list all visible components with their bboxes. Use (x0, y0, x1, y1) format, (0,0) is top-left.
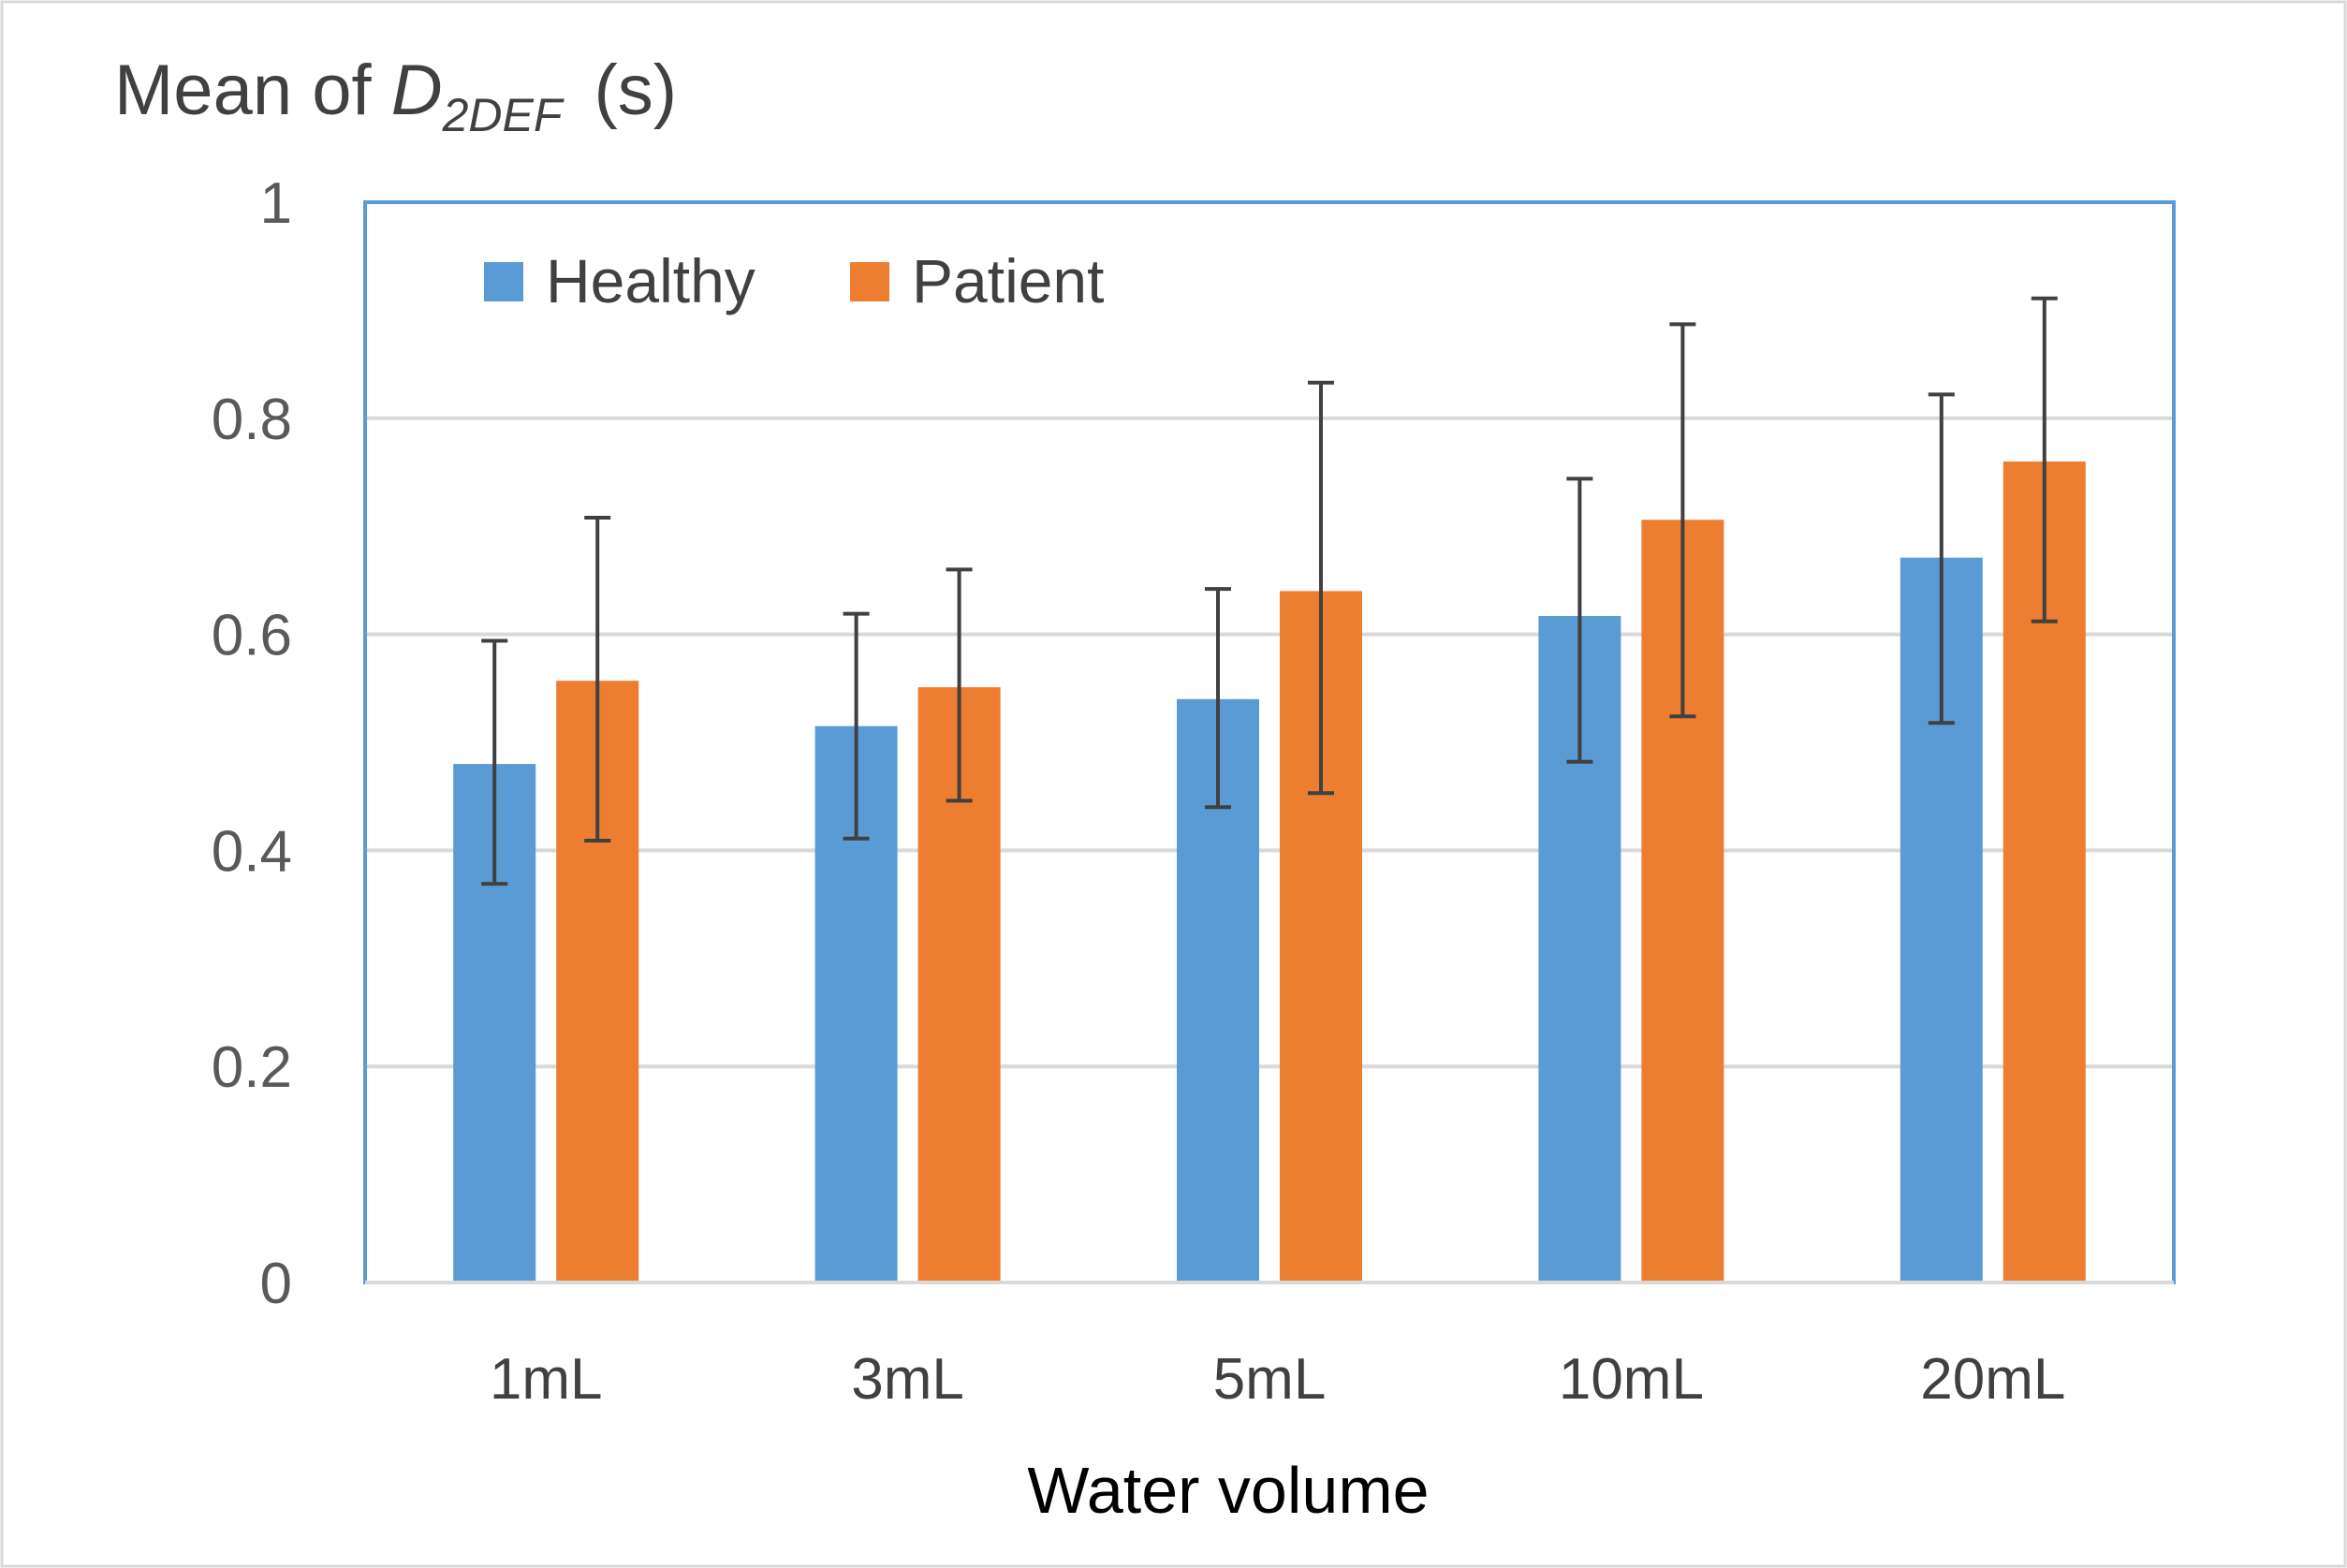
y-axis-title-variable: D (391, 51, 443, 130)
legend-label: Patient (912, 246, 1104, 315)
error-bar-healthy-3ml (843, 611, 870, 841)
y-axis-title-subscript: 2DEF (442, 89, 565, 141)
legend-item-healthy: Healthy (484, 246, 755, 315)
error-bars (481, 296, 2058, 887)
y-tick-label: 0.4 (212, 819, 292, 884)
y-axis-title-unit: (s) (594, 51, 677, 130)
y-tick-label: 0.2 (212, 1035, 292, 1100)
y-tick-label: 1 (260, 171, 292, 236)
gridlines (365, 416, 2174, 1069)
x-tick-label: 1mL (490, 1347, 603, 1412)
y-axis-title-prefix: Mean of (114, 51, 391, 130)
y-tick-label: 0 (260, 1252, 292, 1316)
y-axis-title: Mean of D2DEF (s) (114, 51, 677, 141)
legend-swatch (484, 262, 523, 301)
x-tick-label: 5mL (1213, 1347, 1327, 1412)
legend: Healthy Patient (484, 246, 1104, 315)
error-bar-patient-5ml (1308, 380, 1334, 796)
x-tick-label: 20mL (1920, 1347, 2065, 1412)
error-bar-patient-20ml (2031, 296, 2058, 623)
error-bar-patient-10ml (1669, 322, 1696, 719)
error-bar-healthy-1ml (481, 638, 508, 887)
x-axis-title: Water volume (1027, 1454, 1429, 1527)
error-bar-healthy-20ml (1928, 392, 1955, 725)
error-bar-healthy-10ml (1566, 476, 1593, 764)
error-bar-patient-3ml (946, 567, 973, 803)
y-tick-label: 0.6 (212, 604, 292, 668)
error-bar-healthy-5ml (1205, 587, 1231, 810)
x-tick-label: 3mL (851, 1347, 964, 1412)
legend-item-patient: Patient (850, 246, 1104, 315)
x-tick-labels: 1mL 3mL 5mL 10mL 20mL (490, 1347, 2065, 1412)
x-tick-label: 10mL (1559, 1347, 1704, 1412)
error-bar-patient-1ml (584, 515, 611, 843)
legend-label: Healthy (546, 246, 755, 315)
y-tick-label: 0.8 (212, 388, 292, 452)
legend-swatch (850, 262, 889, 301)
y-tick-labels: 0 0.2 0.4 0.6 0.8 1 (212, 171, 292, 1316)
